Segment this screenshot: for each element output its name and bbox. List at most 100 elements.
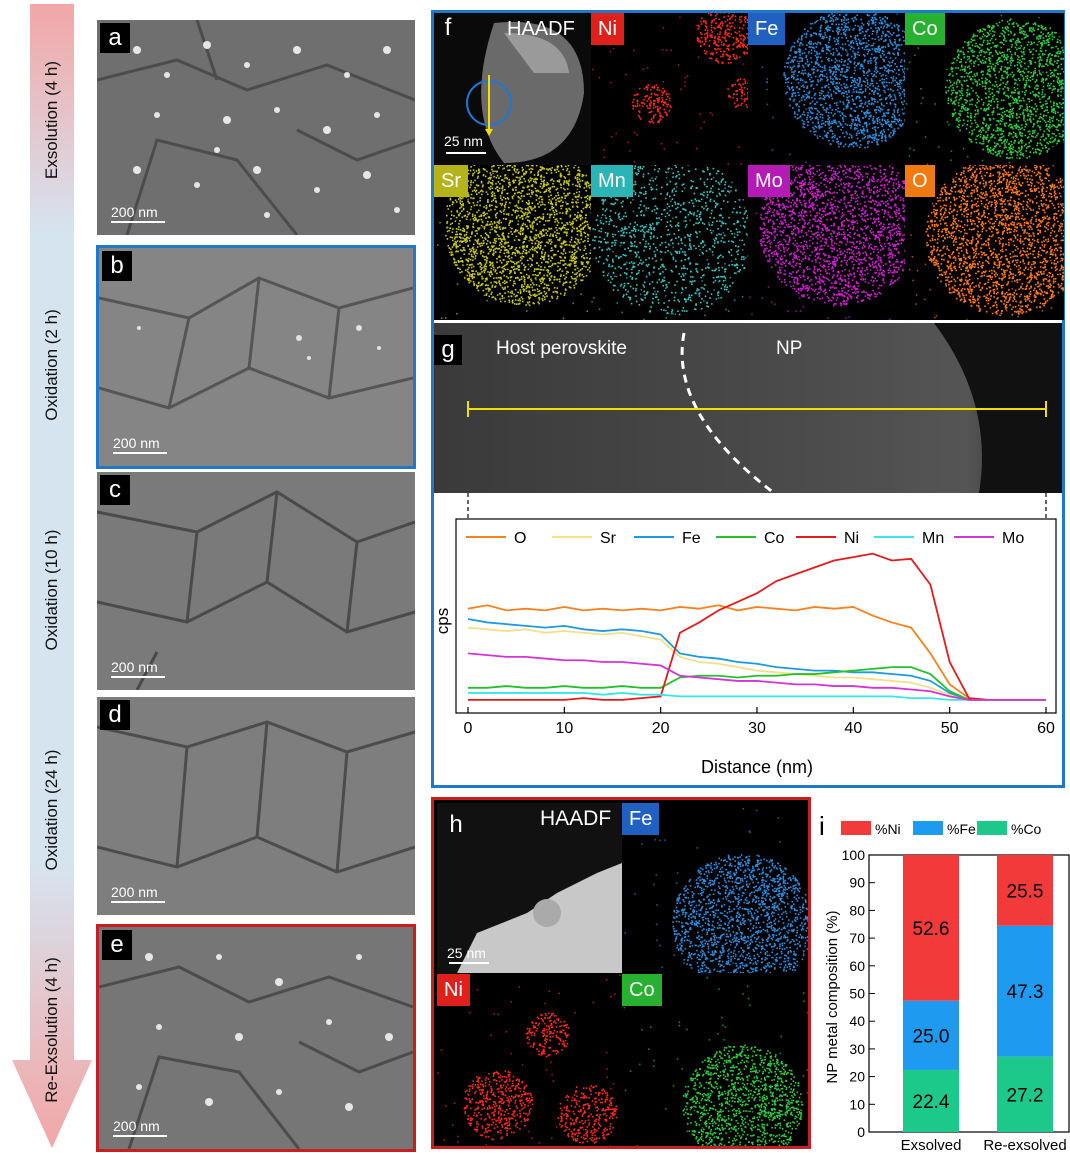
series-line-mn [468, 692, 1046, 701]
legend-label-fe: %Fe [947, 821, 976, 837]
h-tag-fe: Fe [622, 803, 660, 835]
legend-label-mo: Mo [1002, 530, 1024, 547]
stage-label-oxidation-2h: Oxidation (2 h) [42, 309, 61, 421]
f-tag-haadf: HAADF [507, 18, 575, 40]
x-tick-label: 30 [748, 720, 766, 737]
legend-label-co: %Co [1011, 821, 1042, 837]
bar-segment-co [903, 1069, 959, 1132]
bar-value-label: 22.4 [913, 1092, 950, 1113]
h-tile-fe: Fe [622, 803, 808, 973]
y-tick-label: 50 [849, 986, 865, 1002]
stage-label-oxidation-24h: Oxidation (24 h) [42, 749, 61, 871]
legend-label-sr: Sr [600, 530, 617, 547]
panel-label-b: b [102, 251, 132, 281]
legend-label-co: Co [764, 530, 785, 547]
panel-label-h: h [449, 811, 463, 838]
x-tick-label: 40 [844, 720, 862, 737]
series-line-sr [467, 626, 1046, 701]
f-tag-o: O [905, 165, 935, 197]
sem-panel-d: d 200 nm [97, 697, 415, 915]
f-tile-mo: Mo [748, 165, 907, 320]
y-tick-label: 100 [842, 847, 866, 863]
bar-value-label: 27.2 [1007, 1085, 1044, 1106]
legend-swatch-ni [841, 821, 871, 835]
h-tile-co: Co [622, 974, 808, 1146]
panel-label-i: i [819, 811, 825, 841]
series-line-co [468, 666, 1046, 701]
series-line-fe [467, 618, 1046, 701]
composition-bar-chart: i NP metal composition (%) %Ni %Fe %Co 0 10… [819, 811, 1070, 1153]
stage-label-oxidation-10h: Oxidation (10 h) [42, 529, 61, 651]
panel-g-image: g Host perovskite NP [434, 323, 1062, 493]
sem-panel-a: a 200 nm [97, 20, 415, 235]
g-np-label: NP [776, 338, 803, 359]
f-tile-co: Co [905, 13, 1064, 168]
category-label: Exsolved [901, 1137, 962, 1153]
panel-h: HAADF 25 nm Fe Ni Co h [431, 797, 811, 1149]
sem-panel-e: e 200 nm [96, 924, 416, 1152]
stage-label-re-exsolution: Re-Exsolution (4 h) [42, 957, 61, 1103]
y-tick-label: 80 [849, 902, 865, 918]
bar-value-label: 47.3 [1007, 982, 1044, 1003]
y-tick-label: 0 [857, 1124, 865, 1140]
category-label: Re-exsolved [983, 1137, 1066, 1153]
f-tile-haadf: HAADF 25 nm [434, 13, 593, 168]
bar-segment-fe [903, 1000, 959, 1070]
y-tick-label: 90 [849, 875, 865, 891]
x-tick-label: 0 [464, 720, 473, 737]
legend-swatch-co [977, 821, 1007, 835]
g-host-perovskite-label: Host perovskite [496, 338, 627, 359]
series-line-o [467, 604, 1046, 701]
scale-bar-d: 200 nm [111, 884, 165, 903]
h-tag-ni: Ni [437, 974, 470, 1006]
process-arrow: Exsolution (4 h) Oxidation (2 h) Oxidati… [0, 0, 94, 1153]
panel-label-e: e [102, 930, 132, 960]
f-tag-co: Co [905, 13, 945, 45]
legend-label-ni: Ni [844, 530, 859, 547]
f-tile-fe: Fe [748, 13, 907, 168]
x-axis-label: Distance (nm) [701, 757, 813, 777]
h-tag-haadf: HAADF [540, 807, 612, 830]
x-tick-label: 60 [1037, 720, 1055, 737]
panel-f: HAADF 25 nm Ni Fe Co Sr Mn Mo O f [434, 13, 1064, 320]
series-line-mo [467, 652, 1046, 701]
bar-segment-ni [903, 855, 959, 1001]
y-tick-label: 10 [849, 1096, 865, 1112]
f-tag-ni: Ni [591, 13, 624, 45]
h-tile-ni: Ni [437, 974, 622, 1146]
panel-label-d: d [100, 700, 130, 730]
legend-swatch-fe [913, 821, 943, 835]
h-scale-label: 25 nm [447, 945, 486, 961]
x-tick-label: 20 [652, 720, 670, 737]
x-tick-label: 50 [941, 720, 959, 737]
panel-label-g: g [434, 335, 462, 365]
f-tile-o: O [905, 165, 1064, 320]
scale-bar-b: 200 nm [113, 435, 167, 454]
bar-value-label: 25.0 [913, 1026, 950, 1047]
legend-label-ni: %Ni [875, 821, 901, 837]
y-tick-label: 30 [849, 1041, 865, 1057]
y-axis-label: cps [434, 608, 452, 634]
bar-segment-ni [997, 855, 1053, 926]
sem-panel-b: b 200 nm [96, 245, 416, 469]
bar-value-label: 25.5 [1007, 881, 1044, 902]
scale-bar-e: 200 nm [113, 1118, 167, 1137]
f-tag-mo: Mo [748, 165, 790, 197]
legend-label-fe: Fe [682, 530, 701, 547]
scale-bar-c: 200 nm [111, 659, 165, 678]
f-tag-fe: Fe [748, 13, 786, 45]
bar-segment-co [997, 1056, 1053, 1132]
f-tag-sr: Sr [434, 165, 468, 197]
scale-bar-a: 200 nm [111, 204, 165, 223]
y-tick-label: 70 [849, 930, 865, 946]
f-tag-mn: Mn [591, 165, 633, 197]
h-tile-haadf: HAADF 25 nm [437, 803, 622, 973]
bar-value-label: 52.6 [913, 919, 950, 940]
f-tile-mn: Mn [591, 165, 750, 320]
legend-label-o: O [514, 530, 526, 547]
legend-label-mn: Mn [922, 530, 944, 547]
y-tick-label: 60 [849, 958, 865, 974]
f-tile-sr: Sr [434, 165, 593, 320]
x-tick-label: 10 [555, 720, 573, 737]
h-tag-co: Co [622, 974, 662, 1006]
